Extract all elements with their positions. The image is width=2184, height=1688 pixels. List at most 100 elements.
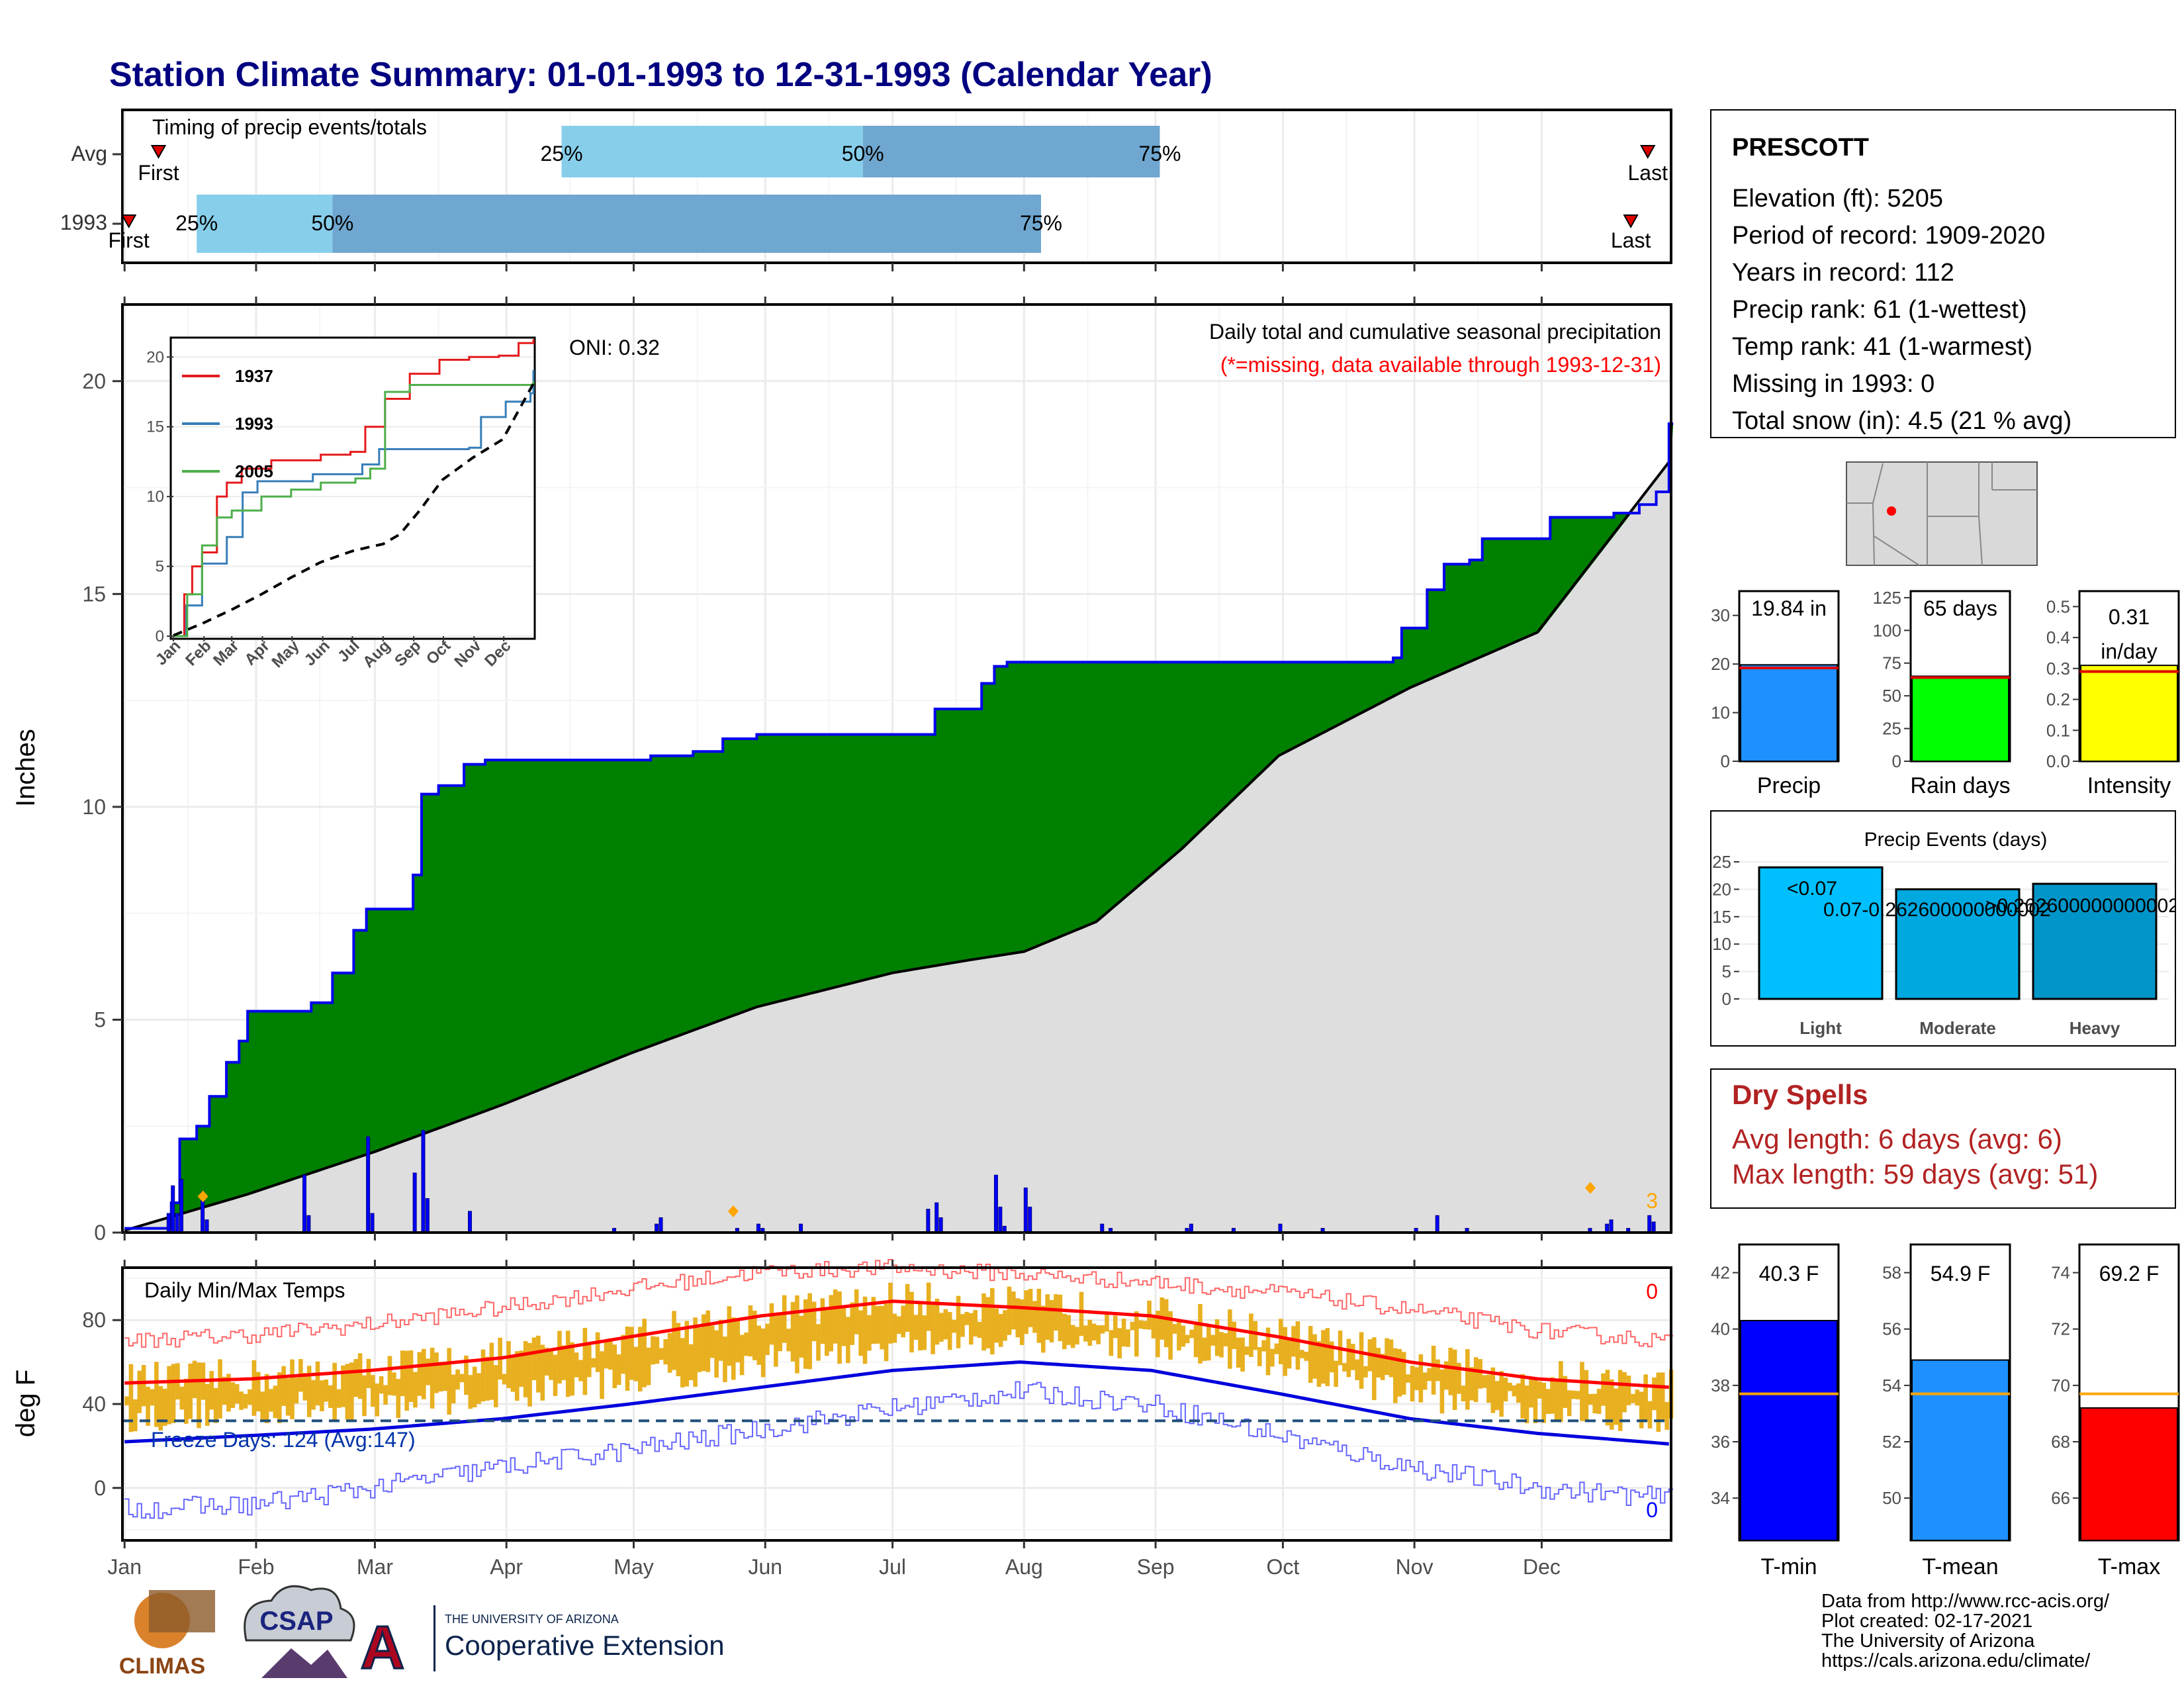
precip-y-tick-label: 20	[82, 369, 106, 393]
daily-temp-bar	[1054, 1294, 1058, 1331]
footer-line-url: https://cals.arizona.edu/climate/	[1821, 1650, 2091, 1671]
daily-temp-bar	[1494, 1381, 1500, 1411]
climas-logo: CLIMAS	[119, 1590, 215, 1679]
daily-temp-bar	[1592, 1393, 1597, 1414]
mini-bar-category-label: Intensity	[2087, 773, 2171, 798]
daily-temp-bar	[1486, 1374, 1491, 1403]
climas-logo-text: CLIMAS	[119, 1654, 205, 1679]
temp-bar-y-tick-label: 66	[2051, 1488, 2070, 1508]
daily-temp-bar	[1427, 1368, 1432, 1382]
daily-temp-bar	[604, 1339, 609, 1369]
daily-temp-bar	[1545, 1389, 1551, 1415]
station-name: PRESCOTT	[1732, 134, 1869, 162]
daily-temp-bar	[1622, 1372, 1627, 1413]
daily-temp-bar	[531, 1337, 537, 1380]
daily-temp-bar	[1601, 1373, 1606, 1406]
daily-temp-bar	[1393, 1348, 1398, 1403]
precip-events-title: Precip Events (days)	[1864, 829, 2048, 851]
daily-temp-bar	[625, 1326, 630, 1391]
daily-temp-bar	[1024, 1290, 1028, 1335]
daily-temp-bar	[735, 1319, 740, 1363]
mini-bar-value-unit: in/day	[2101, 639, 2157, 663]
ua-big-text: Cooperative Extension	[445, 1630, 725, 1661]
daily-temp-bar	[1490, 1367, 1496, 1413]
mini-bar-y-tick-label: 0.2	[2046, 690, 2070, 710]
daily-temp-bar	[464, 1355, 469, 1395]
daily-temp-bar	[281, 1366, 287, 1406]
temp-bar-y-tick-label: 74	[2051, 1263, 2070, 1283]
daily-precip-bar	[179, 1179, 184, 1233]
daily-temp-bar	[1499, 1371, 1504, 1417]
daily-temp-bar	[443, 1363, 447, 1391]
daily-temp-bar	[1219, 1332, 1224, 1358]
station-line-period: Period of record: 1909-2020	[1732, 222, 2045, 250]
daily-temp-bar	[222, 1376, 227, 1405]
daily-temp-bar	[1151, 1315, 1156, 1338]
daily-temp-bar	[595, 1332, 600, 1372]
daily-temp-bar	[1109, 1330, 1114, 1356]
temp-bar-y-tick-label: 72	[2051, 1319, 2070, 1339]
mini-bar-category-label: Precip	[1757, 773, 1821, 798]
events-y-tick-label: 5	[1722, 962, 1731, 982]
daily-temp-bar	[1435, 1359, 1440, 1382]
daily-temp-bar	[905, 1284, 910, 1332]
daily-temp-bar	[459, 1374, 465, 1383]
daily-temp-bar	[931, 1302, 935, 1354]
mini-bar-y-tick-label: 0.4	[2046, 628, 2070, 647]
daily-temp-bar	[651, 1336, 655, 1365]
daily-temp-bar	[336, 1389, 341, 1408]
daily-temp-bar	[400, 1350, 405, 1397]
daily-temp-bar	[994, 1308, 999, 1343]
map-frame	[1846, 461, 2038, 566]
avg-max-line	[124, 1299, 1669, 1389]
precip-y-tick-label: 15	[82, 582, 106, 606]
daily-temp-bar	[285, 1378, 291, 1416]
temp-y-ticks: 0 40 80	[82, 1308, 122, 1500]
daily-temp-bar	[1019, 1299, 1024, 1345]
daily-temp-bar	[1559, 1361, 1563, 1423]
daily-temp-bar	[1189, 1329, 1194, 1338]
daily-temp-bar	[328, 1385, 333, 1408]
daily-temp-bar	[1643, 1374, 1648, 1423]
daily-temp-bar	[913, 1315, 919, 1340]
daily-temp-bar	[311, 1380, 316, 1410]
daily-temp-bar	[909, 1291, 914, 1353]
daily-temp-bar	[1439, 1369, 1445, 1414]
events-clip-mask	[2176, 812, 2184, 1045]
mini-bar-value	[1740, 664, 1838, 762]
timing-marker-icon	[1623, 214, 1639, 229]
record-max-line	[124, 1258, 1674, 1348]
temp-bar-y-tick-label: 56	[1882, 1319, 1901, 1339]
daily-temp-bar	[1512, 1385, 1517, 1397]
daily-temp-bar	[430, 1347, 435, 1409]
daily-temp-bar	[684, 1321, 690, 1387]
daily-temp-bar	[1626, 1376, 1631, 1405]
daily-temp-bar	[714, 1330, 719, 1378]
daily-temp-bar	[502, 1374, 507, 1385]
daily-temp-bar	[1596, 1389, 1602, 1415]
daily-temp-bar	[1380, 1354, 1385, 1380]
mini-bar-y-tick-label: 100	[1873, 620, 1901, 640]
daily-temp-bar	[960, 1314, 965, 1337]
csap-logo-text: CSAP	[259, 1607, 333, 1636]
inset-legend-label: 1937	[235, 366, 273, 386]
precip-corner-count: 3	[1646, 1189, 1658, 1213]
month-x-tick-label: Sep	[1137, 1555, 1175, 1579]
daily-temp-bar	[871, 1297, 876, 1344]
month-x-tick-label: Oct	[1267, 1555, 1300, 1579]
precip-cumulative-line	[124, 422, 1674, 1230]
events-y-tick-label: 25	[1712, 852, 1731, 872]
daily-temp-bar	[1342, 1363, 1347, 1372]
daily-temp-bar	[633, 1346, 639, 1382]
daily-temp-bar	[150, 1389, 155, 1406]
daily-temp-bar	[523, 1341, 528, 1397]
month-x-tick-label: Mar	[357, 1555, 393, 1579]
daily-temp-bar	[1329, 1341, 1334, 1373]
daily-temp-bar	[260, 1391, 265, 1422]
daily-temp-bar	[985, 1297, 991, 1348]
daily-temp-bar	[1156, 1311, 1160, 1358]
ua-a-icon: A	[361, 1614, 404, 1681]
temp-panel-title: Daily Min/Max Temps	[144, 1278, 345, 1302]
oni-label: ONI: 0.32	[569, 336, 660, 359]
csap-logo: CSAP	[244, 1585, 355, 1678]
